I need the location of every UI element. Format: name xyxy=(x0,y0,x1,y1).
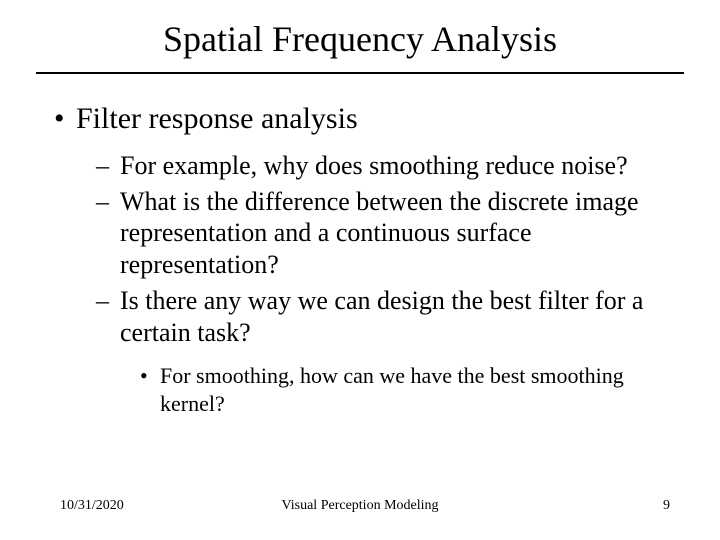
bullet-level2: Is there any way we can design the best … xyxy=(96,285,684,348)
slide: Spatial Frequency Analysis Filter respon… xyxy=(0,0,720,540)
bullet-level2: For example, why does smoothing reduce n… xyxy=(96,150,684,182)
bullet-level3: For smoothing, how can we have the best … xyxy=(140,362,684,417)
bullet-level2: What is the difference between the discr… xyxy=(96,186,684,281)
footer-page-number: 9 xyxy=(663,498,670,514)
bullet-level1: Filter response analysis xyxy=(54,102,684,136)
slide-title: Spatial Frequency Analysis xyxy=(36,18,684,60)
footer-center-title: Visual Perception Modeling xyxy=(0,498,720,514)
title-underline xyxy=(36,72,684,74)
